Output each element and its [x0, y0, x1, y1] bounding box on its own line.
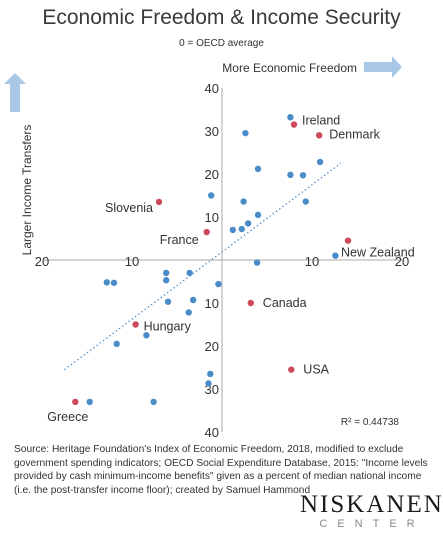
y-tick-label: 40	[205, 425, 219, 440]
y-tick-label: 20	[205, 167, 219, 182]
data-points	[72, 114, 352, 406]
point-label: New Zealand	[341, 246, 415, 260]
data-point	[207, 370, 214, 378]
data-point	[163, 277, 170, 284]
data-point	[287, 114, 294, 121]
x-direction-label: More Economic Freedom	[222, 61, 357, 75]
highlight-point	[290, 121, 298, 128]
source-note: Source: Heritage Foundation's Index of E…	[14, 444, 428, 496]
data-point	[215, 280, 222, 288]
data-point	[205, 380, 212, 387]
data-point	[316, 158, 324, 166]
data-point	[253, 259, 261, 266]
y-tick-label: 10	[205, 296, 219, 311]
data-point	[113, 340, 120, 348]
x-tick-label: 20	[395, 254, 409, 269]
chart-subtitle: 0 = OECD average	[179, 38, 264, 49]
data-point	[190, 296, 197, 304]
direction-arrows: More Economic Freedom Larger Income Tran…	[4, 56, 402, 255]
y-tick-label: 30	[205, 124, 219, 139]
y-tick-label: 20	[205, 339, 219, 354]
data-point	[186, 269, 193, 277]
data-point	[299, 172, 307, 179]
highlight-point	[155, 198, 163, 206]
right-arrow-icon	[364, 56, 402, 78]
data-point	[238, 225, 245, 233]
highlight-point	[247, 299, 254, 307]
y-direction-label: Larger Income Transfers	[20, 125, 34, 256]
data-point	[208, 192, 215, 199]
highlight-point	[344, 237, 352, 244]
trendline-group	[64, 162, 342, 371]
data-point	[150, 398, 157, 406]
data-point	[332, 252, 339, 259]
point-label: Ireland	[302, 114, 340, 128]
brand-name: NISKANEN	[300, 491, 443, 518]
y-tick-label: 10	[205, 210, 219, 225]
data-point	[302, 198, 309, 205]
data-point	[254, 211, 262, 219]
data-point	[254, 165, 262, 173]
x-tick-label: 20	[35, 254, 49, 269]
data-point	[143, 332, 150, 339]
data-point	[86, 398, 93, 406]
data-point	[164, 298, 172, 305]
point-label: France	[160, 233, 199, 247]
point-label: Canada	[263, 296, 307, 310]
point-label: USA	[303, 363, 329, 377]
brand-subtitle: CENTER	[319, 518, 425, 530]
y-tick-label: 40	[205, 81, 219, 96]
point-label: Denmark	[329, 127, 380, 141]
point-label: Greece	[47, 410, 88, 424]
chart-title: Economic Freedom & Income Security	[42, 6, 401, 29]
data-point	[242, 129, 249, 137]
data-point	[185, 309, 192, 316]
x-tick-label: 10	[305, 254, 319, 269]
r-squared-label: R² = 0.44738	[341, 417, 400, 428]
highlight-point	[72, 398, 79, 406]
trendline	[64, 162, 342, 371]
brand-logo: NISKANEN CENTER	[300, 491, 443, 531]
data-point	[110, 279, 118, 286]
data-point	[240, 198, 247, 205]
point-label: Hungary	[144, 320, 192, 334]
data-point	[103, 279, 111, 286]
data-point	[163, 269, 170, 277]
highlight-point	[288, 366, 295, 373]
data-point	[229, 226, 236, 234]
up-arrow-icon	[4, 73, 26, 112]
data-point	[244, 220, 252, 227]
point-label: Slovenia	[105, 201, 153, 215]
x-tick-label: 10	[125, 254, 139, 269]
highlight-point	[132, 321, 139, 328]
highlight-point	[316, 132, 323, 139]
highlight-point	[203, 228, 210, 236]
data-point	[287, 171, 294, 179]
